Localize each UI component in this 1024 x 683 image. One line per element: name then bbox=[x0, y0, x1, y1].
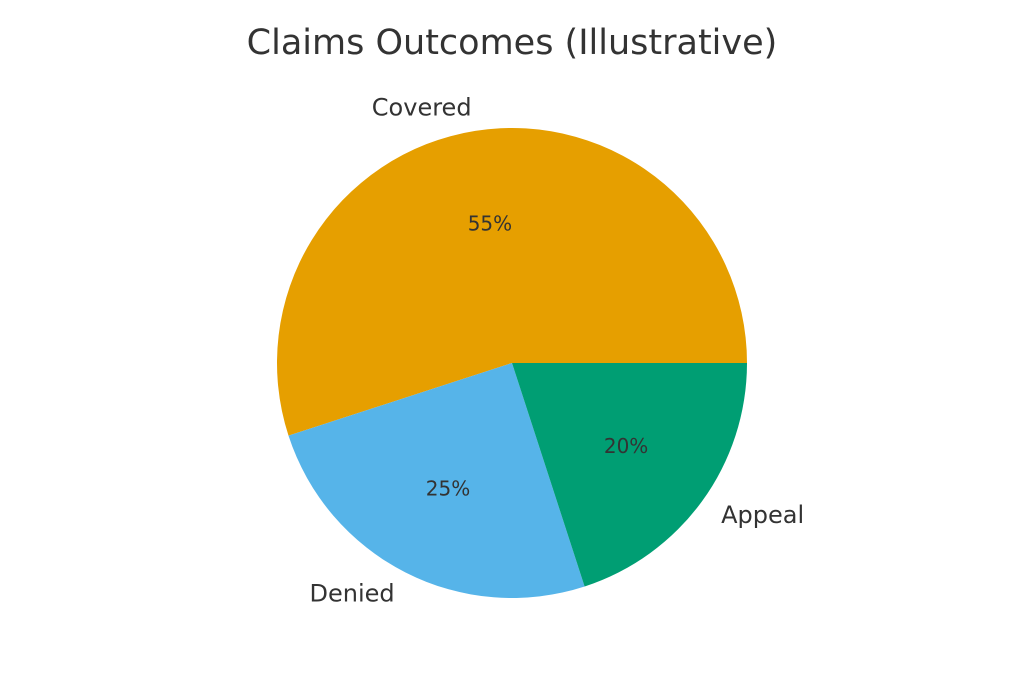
slice-pct-appeal: 20% bbox=[604, 434, 648, 458]
slice-label-denied: Denied bbox=[310, 579, 395, 607]
slice-label-appeal: Appeal bbox=[721, 501, 804, 529]
chart-title: Claims Outcomes (Illustrative) bbox=[247, 23, 778, 63]
slice-pct-covered: 55% bbox=[468, 212, 512, 236]
pie-labels: Covered 55% Denied 25% Appeal 20% bbox=[310, 94, 805, 608]
pie-slice-denied bbox=[288, 363, 585, 599]
pie-slice-covered bbox=[276, 127, 747, 436]
pie-slices bbox=[276, 127, 747, 599]
slice-pct-denied: 25% bbox=[426, 477, 470, 501]
pie-slice-appeal bbox=[512, 363, 747, 587]
slice-label-covered: Covered bbox=[372, 94, 472, 122]
